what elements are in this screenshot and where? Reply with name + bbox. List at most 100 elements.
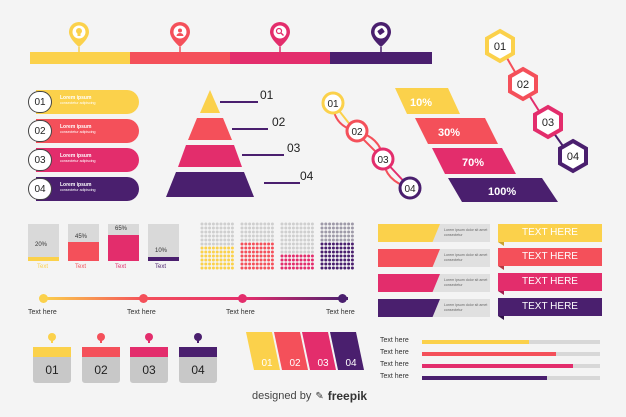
grid-dot bbox=[288, 266, 292, 270]
pill-subtitle: consectetur adipiscing bbox=[60, 158, 96, 163]
grid-dot bbox=[211, 234, 215, 238]
grid-dot bbox=[215, 238, 219, 242]
grid-dot bbox=[267, 250, 271, 254]
grid-dot bbox=[350, 254, 354, 258]
grid-dot bbox=[284, 226, 288, 230]
percent-label: 30% bbox=[438, 127, 460, 139]
pill-item: 03 Lorem ipsum consectetur adipiscing bbox=[28, 148, 139, 172]
grid-dot bbox=[303, 262, 307, 266]
grid-dot bbox=[328, 226, 332, 230]
grid-dot bbox=[270, 254, 274, 258]
grid-dot bbox=[343, 258, 347, 262]
pill-title: Lorem ipsum bbox=[60, 124, 92, 130]
grid-dot bbox=[339, 226, 343, 230]
grid-dot bbox=[347, 230, 351, 234]
grid-dot bbox=[255, 234, 259, 238]
grid-dot bbox=[227, 250, 231, 254]
grid-dot bbox=[310, 222, 314, 226]
progress-label: Text here bbox=[380, 349, 409, 356]
grid-dot bbox=[320, 226, 324, 230]
grid-dot bbox=[284, 242, 288, 246]
grid-dot bbox=[310, 246, 314, 250]
pill-title: Lorem ipsum bbox=[60, 95, 92, 101]
grid-dot bbox=[288, 242, 292, 246]
grid-dot bbox=[270, 230, 274, 234]
hex-chain: 01 02 03 04 bbox=[485, 28, 588, 174]
grid-dot bbox=[320, 238, 324, 242]
pill-item: 04 Lorem ipsum consectetur adipiscing bbox=[28, 177, 139, 201]
grid-dot bbox=[267, 266, 271, 270]
grid-dot bbox=[284, 230, 288, 234]
grid-dot bbox=[328, 266, 332, 270]
grid-dot bbox=[248, 254, 252, 258]
hex-label: 02 bbox=[517, 79, 529, 91]
grid-dot bbox=[295, 226, 299, 230]
chain-label: 03 bbox=[377, 155, 389, 166]
pill-subtitle: consectetur adipiscing bbox=[60, 129, 96, 134]
pyramid-level-4 bbox=[166, 172, 254, 197]
grid-dot bbox=[248, 242, 252, 246]
grid-dot bbox=[288, 246, 292, 250]
grid-dot bbox=[240, 230, 244, 234]
grid-dot bbox=[320, 250, 324, 254]
grid-dot bbox=[331, 242, 335, 246]
pyramid-label: 02 bbox=[272, 115, 286, 129]
grid-dot bbox=[230, 242, 234, 246]
grid-dot bbox=[335, 250, 339, 254]
grid-dot bbox=[295, 254, 299, 258]
grid-dot bbox=[208, 262, 212, 266]
grid-dot bbox=[343, 234, 347, 238]
grid-dot bbox=[240, 246, 244, 250]
grid-dot bbox=[227, 262, 231, 266]
progress-row: Text here bbox=[380, 372, 602, 382]
grid-dot bbox=[347, 242, 351, 246]
grid-dot bbox=[248, 238, 252, 242]
grid-dot bbox=[204, 230, 208, 234]
grid-dot bbox=[331, 254, 335, 258]
grid-dot bbox=[208, 250, 212, 254]
number-card: 02 bbox=[82, 333, 120, 383]
text-banner: TEXT HERE bbox=[498, 273, 602, 295]
text-banner: TEXT HERE bbox=[498, 224, 602, 246]
grid-dot bbox=[251, 234, 255, 238]
grid-dot bbox=[255, 266, 259, 270]
hex-node bbox=[508, 66, 538, 102]
grid-dot bbox=[284, 222, 288, 226]
grid-dot bbox=[310, 266, 314, 270]
pyramid-level-1 bbox=[200, 90, 220, 113]
grid-dot bbox=[248, 234, 252, 238]
grid-dot bbox=[350, 246, 354, 250]
grid-dot bbox=[299, 226, 303, 230]
grid-dot bbox=[244, 254, 248, 258]
grid-dot bbox=[339, 258, 343, 262]
pyramid-label: 01 bbox=[260, 88, 274, 102]
grid-dot bbox=[335, 266, 339, 270]
grid-dot bbox=[200, 254, 204, 258]
grid-dot bbox=[320, 242, 324, 246]
grid-dot bbox=[227, 234, 231, 238]
grid-dot bbox=[208, 230, 212, 234]
grid-dot bbox=[307, 266, 311, 270]
grid-dot bbox=[270, 246, 274, 250]
grid-dot bbox=[320, 230, 324, 234]
grid-dot bbox=[299, 242, 303, 246]
grid-dot bbox=[270, 266, 274, 270]
box-bar: 65% bbox=[108, 224, 139, 261]
freepik-logo-icon: ✎ bbox=[315, 390, 324, 402]
grid-dot bbox=[263, 254, 267, 258]
grid-dot bbox=[204, 234, 208, 238]
credit: designed by ✎ freepik bbox=[252, 388, 367, 404]
grid-dot bbox=[263, 258, 267, 262]
grid-dot bbox=[291, 266, 295, 270]
grid-dot bbox=[227, 238, 231, 242]
grid-dot bbox=[208, 266, 212, 270]
grid-dot bbox=[244, 234, 248, 238]
grid-dot bbox=[324, 262, 328, 266]
grid-dot bbox=[347, 222, 351, 226]
grid-dot bbox=[263, 238, 267, 242]
grid-dot bbox=[211, 258, 215, 262]
grid-dot bbox=[350, 250, 354, 254]
para-label: 03 bbox=[317, 358, 329, 369]
grid-dot bbox=[331, 266, 335, 270]
percent-label: 10% bbox=[410, 97, 432, 109]
